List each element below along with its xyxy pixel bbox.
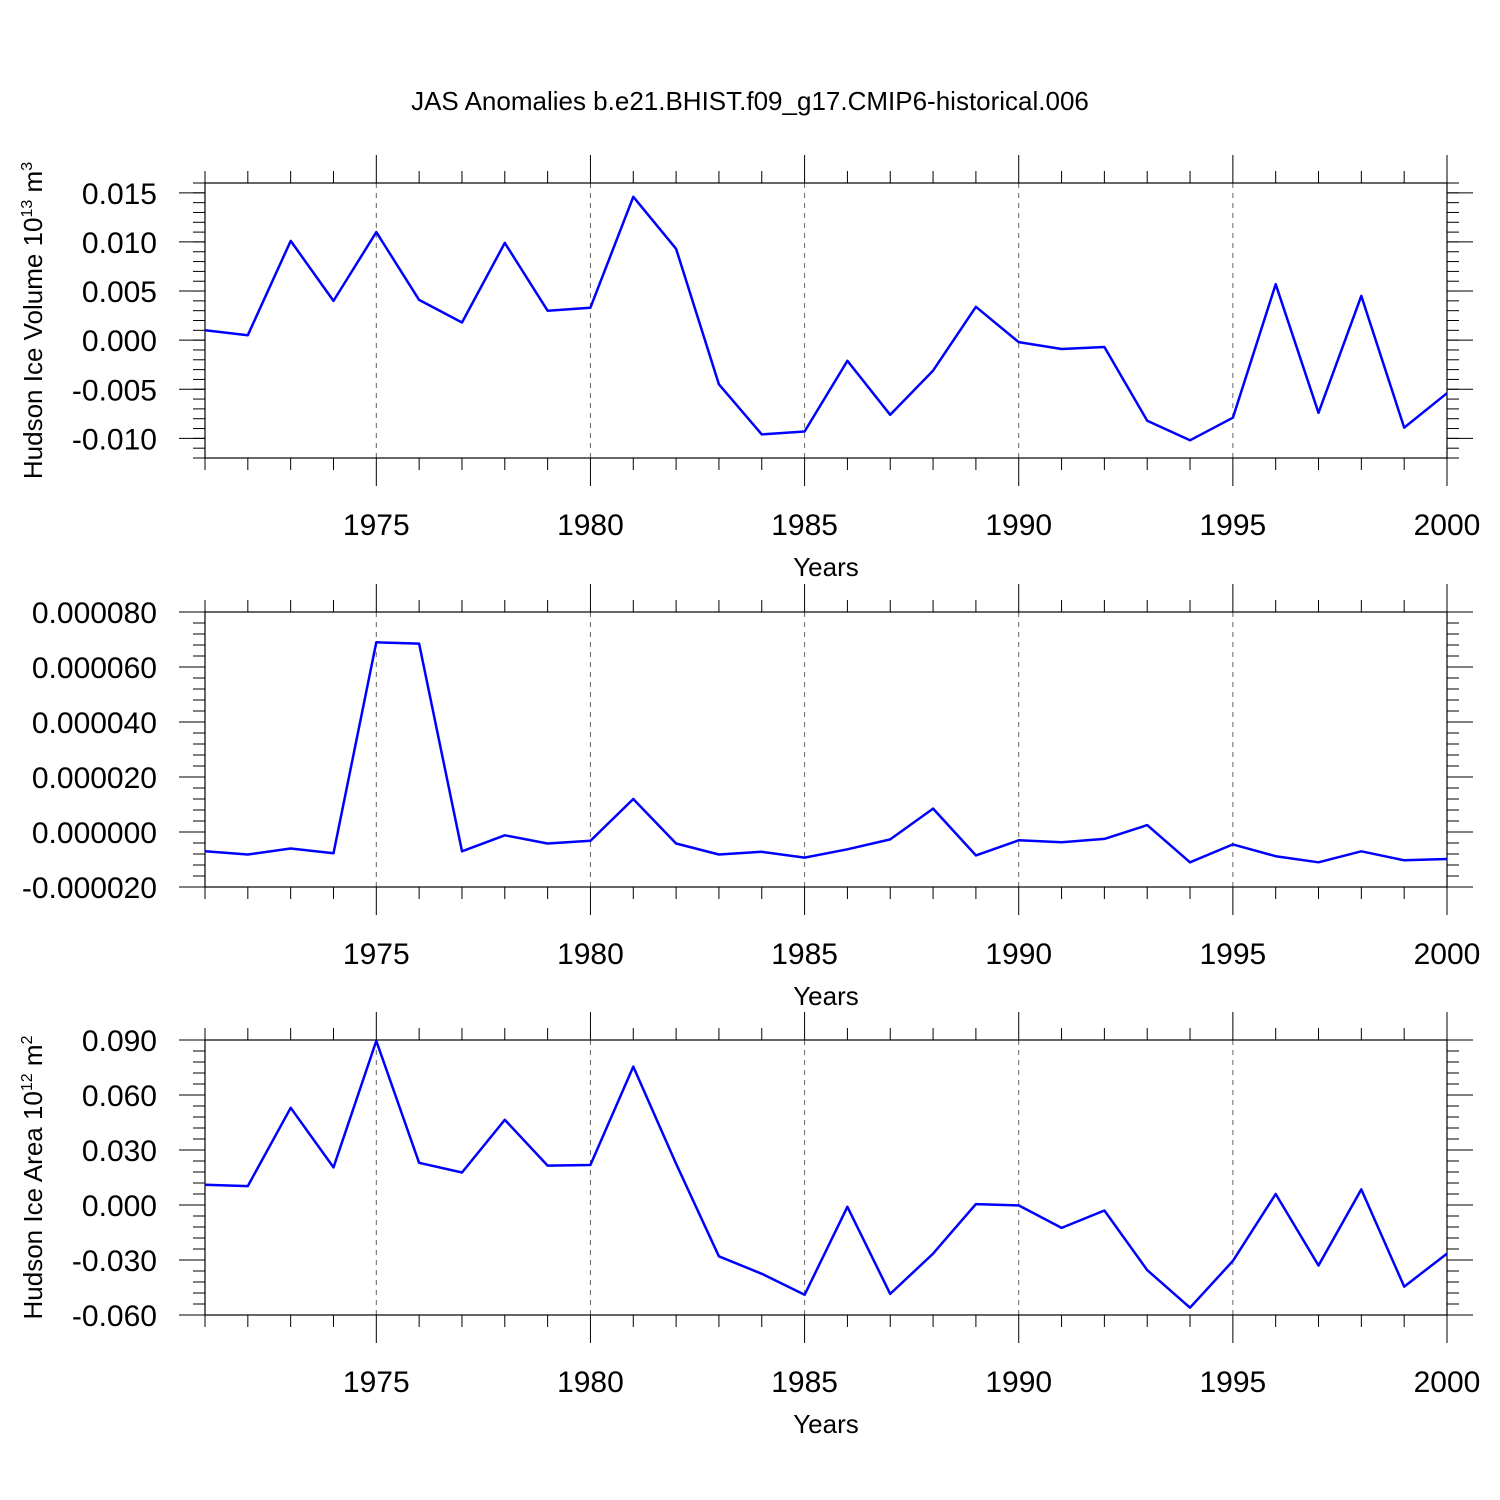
y-tick-label: 0.000040	[32, 707, 157, 740]
x-tick-label: 1980	[557, 509, 624, 542]
x-tick-label: 1980	[557, 938, 624, 971]
x-tick-label: 1975	[343, 938, 410, 971]
panel-3: 0.090 0.060 0.030 0.000 -0.030 -0.060 1975 1980…	[18, 1012, 1480, 1439]
y-tick-label: -0.010	[72, 423, 157, 456]
plot-frame	[204, 611, 1448, 888]
y-tick-label: 0.000020	[32, 762, 157, 795]
x-tick-label: 1985	[771, 938, 838, 971]
y-tick-label: 0.000080	[32, 597, 157, 630]
x-tick-label: 1985	[771, 1366, 838, 1399]
y-axis-title-unit-exponent: 3	[19, 162, 36, 171]
y-tick-label: 0.030	[82, 1135, 157, 1168]
x-tick-label: 1975	[343, 509, 410, 542]
y-tick-label: 0.000	[82, 325, 157, 358]
chart-title: JAS Anomalies b.e21.BHIST.f09_g17.CMIP6-…	[411, 86, 1089, 116]
y-axis-title: Hudson Ice Area 1012 m2	[18, 1035, 48, 1319]
panel-2: 0.000080 0.000060 0.000040 0.000020 0.000000…	[22, 584, 1481, 1011]
plot-frame	[204, 182, 1448, 459]
y-axis-title: Hudson Ice Volume 1013 m3	[18, 162, 48, 479]
x-tick-label: 1995	[1199, 509, 1266, 542]
x-axis-title: Years	[793, 552, 859, 582]
x-axis-title: Years	[793, 1409, 859, 1439]
x-tick-label: 2000	[1414, 1366, 1481, 1399]
y-tick-label: 0.005	[82, 276, 157, 309]
series-line	[204, 195, 1448, 442]
y-tick-label: -0.000020	[22, 872, 157, 905]
y-tick-label: -0.030	[72, 1245, 157, 1278]
y-axis-title-exponent: 12	[19, 1073, 36, 1091]
x-axis-title: Years	[793, 981, 859, 1011]
y-axis-title-unit: m	[18, 171, 48, 200]
y-tick-label: 0.015	[82, 178, 157, 211]
y-axis-title-text: Hudson Ice Area 10	[18, 1091, 48, 1319]
series-line	[204, 1039, 1448, 1309]
x-tick-label: 1985	[771, 509, 838, 542]
x-tick-label: 1990	[985, 938, 1052, 971]
panel-1: 0.015 0.010 0.005 0.000 -0.005 -0.010 1975 1980…	[18, 155, 1480, 582]
x-tick-label: 1995	[1199, 938, 1266, 971]
x-tick-label: 1990	[985, 509, 1052, 542]
x-tick-label: 1995	[1199, 1366, 1266, 1399]
y-tick-label: -0.005	[72, 374, 157, 407]
x-tick-label: 2000	[1414, 509, 1481, 542]
y-axis-title-exponent: 13	[19, 200, 36, 218]
plot-frame	[204, 1039, 1448, 1316]
y-tick-label: 0.000	[82, 1190, 157, 1223]
y-axis-title-unit-exponent: 2	[19, 1035, 36, 1044]
y-tick-label: -0.060	[72, 1300, 157, 1333]
series-line	[204, 641, 1448, 864]
y-tick-label: 0.090	[82, 1025, 157, 1058]
x-tick-label: 1975	[343, 1366, 410, 1399]
x-tick-label: 2000	[1414, 938, 1481, 971]
y-tick-label: 0.060	[82, 1080, 157, 1113]
y-axis-title-unit: m	[18, 1044, 48, 1073]
y-tick-label: 0.000060	[32, 652, 157, 685]
y-tick-label: 0.010	[82, 227, 157, 260]
y-axis-title-text: Hudson Ice Volume 10	[18, 217, 48, 479]
x-tick-label: 1980	[557, 1366, 624, 1399]
y-tick-label: 0.000000	[32, 817, 157, 850]
x-tick-label: 1990	[985, 1366, 1052, 1399]
